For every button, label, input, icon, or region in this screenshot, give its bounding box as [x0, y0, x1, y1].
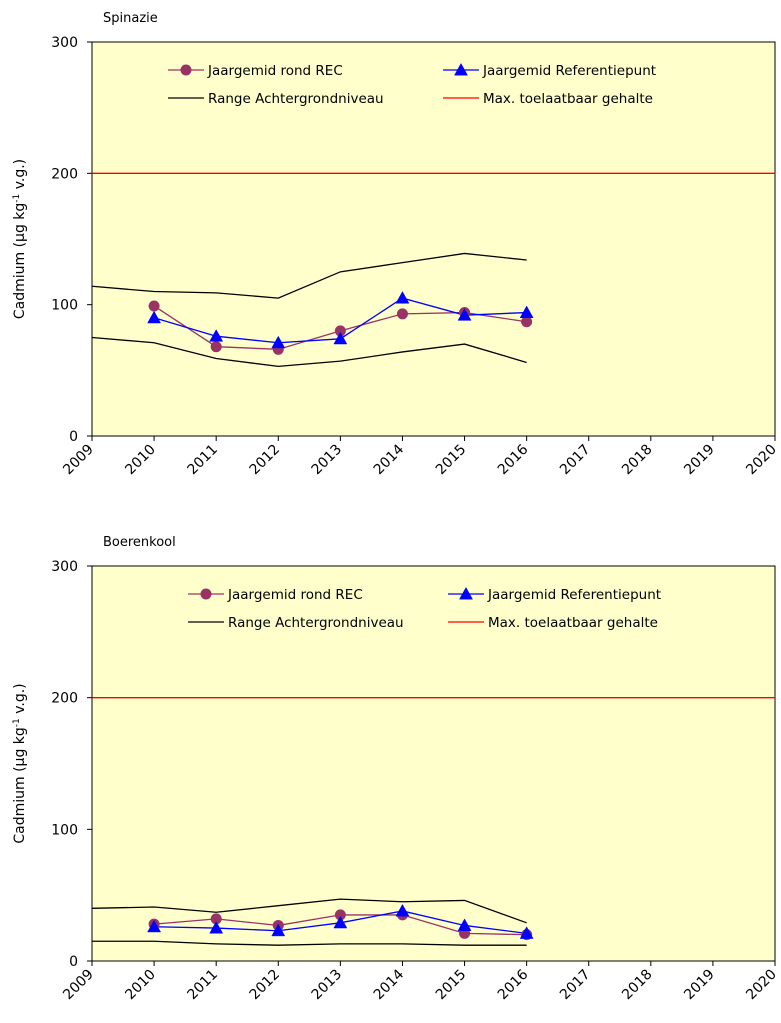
series-0-point	[521, 316, 533, 328]
x-tick-label: 2019	[681, 967, 718, 1004]
x-tick-label: 2012	[247, 442, 284, 479]
y-axis-label-sup: -1	[12, 718, 22, 727]
y-axis-label-sup: -1	[12, 194, 22, 203]
series-0-point	[210, 341, 222, 353]
x-tick-label: 2017	[557, 442, 594, 479]
plot-area	[91, 41, 776, 437]
series-1-point	[457, 308, 472, 321]
x-tick-label: 2012	[247, 967, 284, 1004]
x-tick-label: 2013	[309, 442, 346, 479]
x-tick-label: 2010	[122, 967, 159, 1004]
series-1-point	[333, 331, 348, 345]
series-0-point	[148, 300, 160, 312]
x-tick-label: 2020	[743, 967, 780, 1004]
legend-label: Max. toelaatbaar gehalte	[488, 615, 658, 631]
series-1-point	[271, 335, 286, 349]
x-tick-label: 2009	[60, 967, 97, 1004]
x-tick-label: 2011	[184, 442, 221, 479]
legend: Jaargemid rond REC Jaargemid Referentiepu…	[188, 586, 661, 631]
series-0-point	[396, 308, 408, 320]
x-tick-label: 2018	[619, 442, 656, 479]
legend-label: Jaargemid Referentiepunt	[487, 587, 661, 603]
x-tick-label: 2009	[60, 442, 97, 479]
x-tick-label: 2020	[743, 442, 780, 479]
series-1-point	[519, 305, 534, 318]
legend-marker	[200, 588, 212, 600]
y-tick-label: 200	[51, 691, 78, 707]
chart-1-svg: Spinazie 0 100 200 300 2009 2010 2011 2012 2013 20…	[12, 11, 780, 479]
y-axis-label-main: Cadmium (µg kg	[12, 727, 28, 843]
series-1-point	[395, 291, 410, 304]
legend-label: Range Achtergrondniveau	[208, 91, 384, 107]
legend-label: Max. toelaatbaar gehalte	[483, 91, 653, 107]
y-axis-label-main: Cadmium (µg kg	[12, 203, 28, 319]
series-1-point	[333, 915, 348, 929]
x-tick-label: 2018	[619, 967, 656, 1004]
x-tick-label: 2011	[184, 967, 221, 1004]
legend-label: Jaargemid rond REC	[227, 587, 363, 603]
x-tick-label: 2014	[371, 966, 408, 1003]
x-tick-label: 2016	[495, 441, 532, 478]
y-axis-label: Cadmium (µg kg-1 v.g.)	[12, 159, 28, 319]
chart-boerenkool: Boerenkool 0 100 200 300 2009 2010 2011 2012 2013…	[0, 510, 781, 1019]
series-line-2	[91, 898, 527, 924]
legend: Jaargemid rond REC Jaargemid Referentiepu…	[168, 62, 656, 107]
y-tick-label: 100	[51, 298, 78, 314]
x-tick-label: 2015	[433, 967, 470, 1004]
y-tick-label: 300	[51, 35, 78, 51]
x-tick-label: 2013	[309, 967, 346, 1004]
y-tick-label: 0	[69, 429, 78, 445]
chart-spinazie: Spinazie 0 100 200 300 2009 2010 2011 2012 2013 20…	[0, 0, 781, 510]
y-axis-label: Cadmium (µg kg-1 v.g.)	[12, 683, 28, 843]
legend-label: Range Achtergrondniveau	[228, 615, 404, 631]
legend-marker	[459, 586, 473, 600]
y-tick-label: 0	[69, 954, 78, 970]
y-axis-label-tail: v.g.)	[12, 159, 28, 194]
y-tick-label: 300	[51, 559, 78, 575]
series-group	[91, 697, 775, 946]
legend-marker	[454, 62, 468, 76]
plot-area	[91, 565, 776, 962]
series-1-point	[209, 329, 224, 342]
series-1-point	[209, 921, 224, 934]
x-tick-label: 2014	[371, 441, 408, 478]
legend-marker	[180, 64, 192, 76]
y-tick-label: 100	[51, 822, 78, 838]
legend-label: Jaargemid Referentiepunt	[482, 63, 656, 79]
x-tick-label: 2010	[122, 442, 159, 479]
series-line-3	[92, 940, 527, 946]
y-axis-label-tail: v.g.)	[12, 683, 28, 718]
series-1-point	[271, 923, 286, 937]
series-1-point	[147, 310, 162, 324]
chart-title: Boerenkool	[103, 535, 176, 550]
series-1-point	[457, 918, 472, 931]
series-1-point	[519, 926, 534, 939]
series-1-point	[395, 903, 410, 917]
series-line-2	[91, 252, 527, 299]
x-tick-label: 2017	[557, 967, 594, 1004]
x-tick-label: 2019	[681, 442, 718, 479]
series-group	[91, 172, 775, 368]
legend-label: Jaargemid rond REC	[207, 63, 343, 79]
x-tick-label: 2016	[495, 966, 532, 1003]
y-tick-label: 200	[51, 166, 78, 182]
chart-title: Spinazie	[103, 11, 158, 26]
x-tick-label: 2015	[433, 442, 470, 479]
series-1-point	[147, 919, 162, 933]
series-line-3	[91, 336, 527, 368]
chart-2-svg: Boerenkool 0 100 200 300 2009 2010 2011 2012 2013…	[12, 535, 780, 1004]
